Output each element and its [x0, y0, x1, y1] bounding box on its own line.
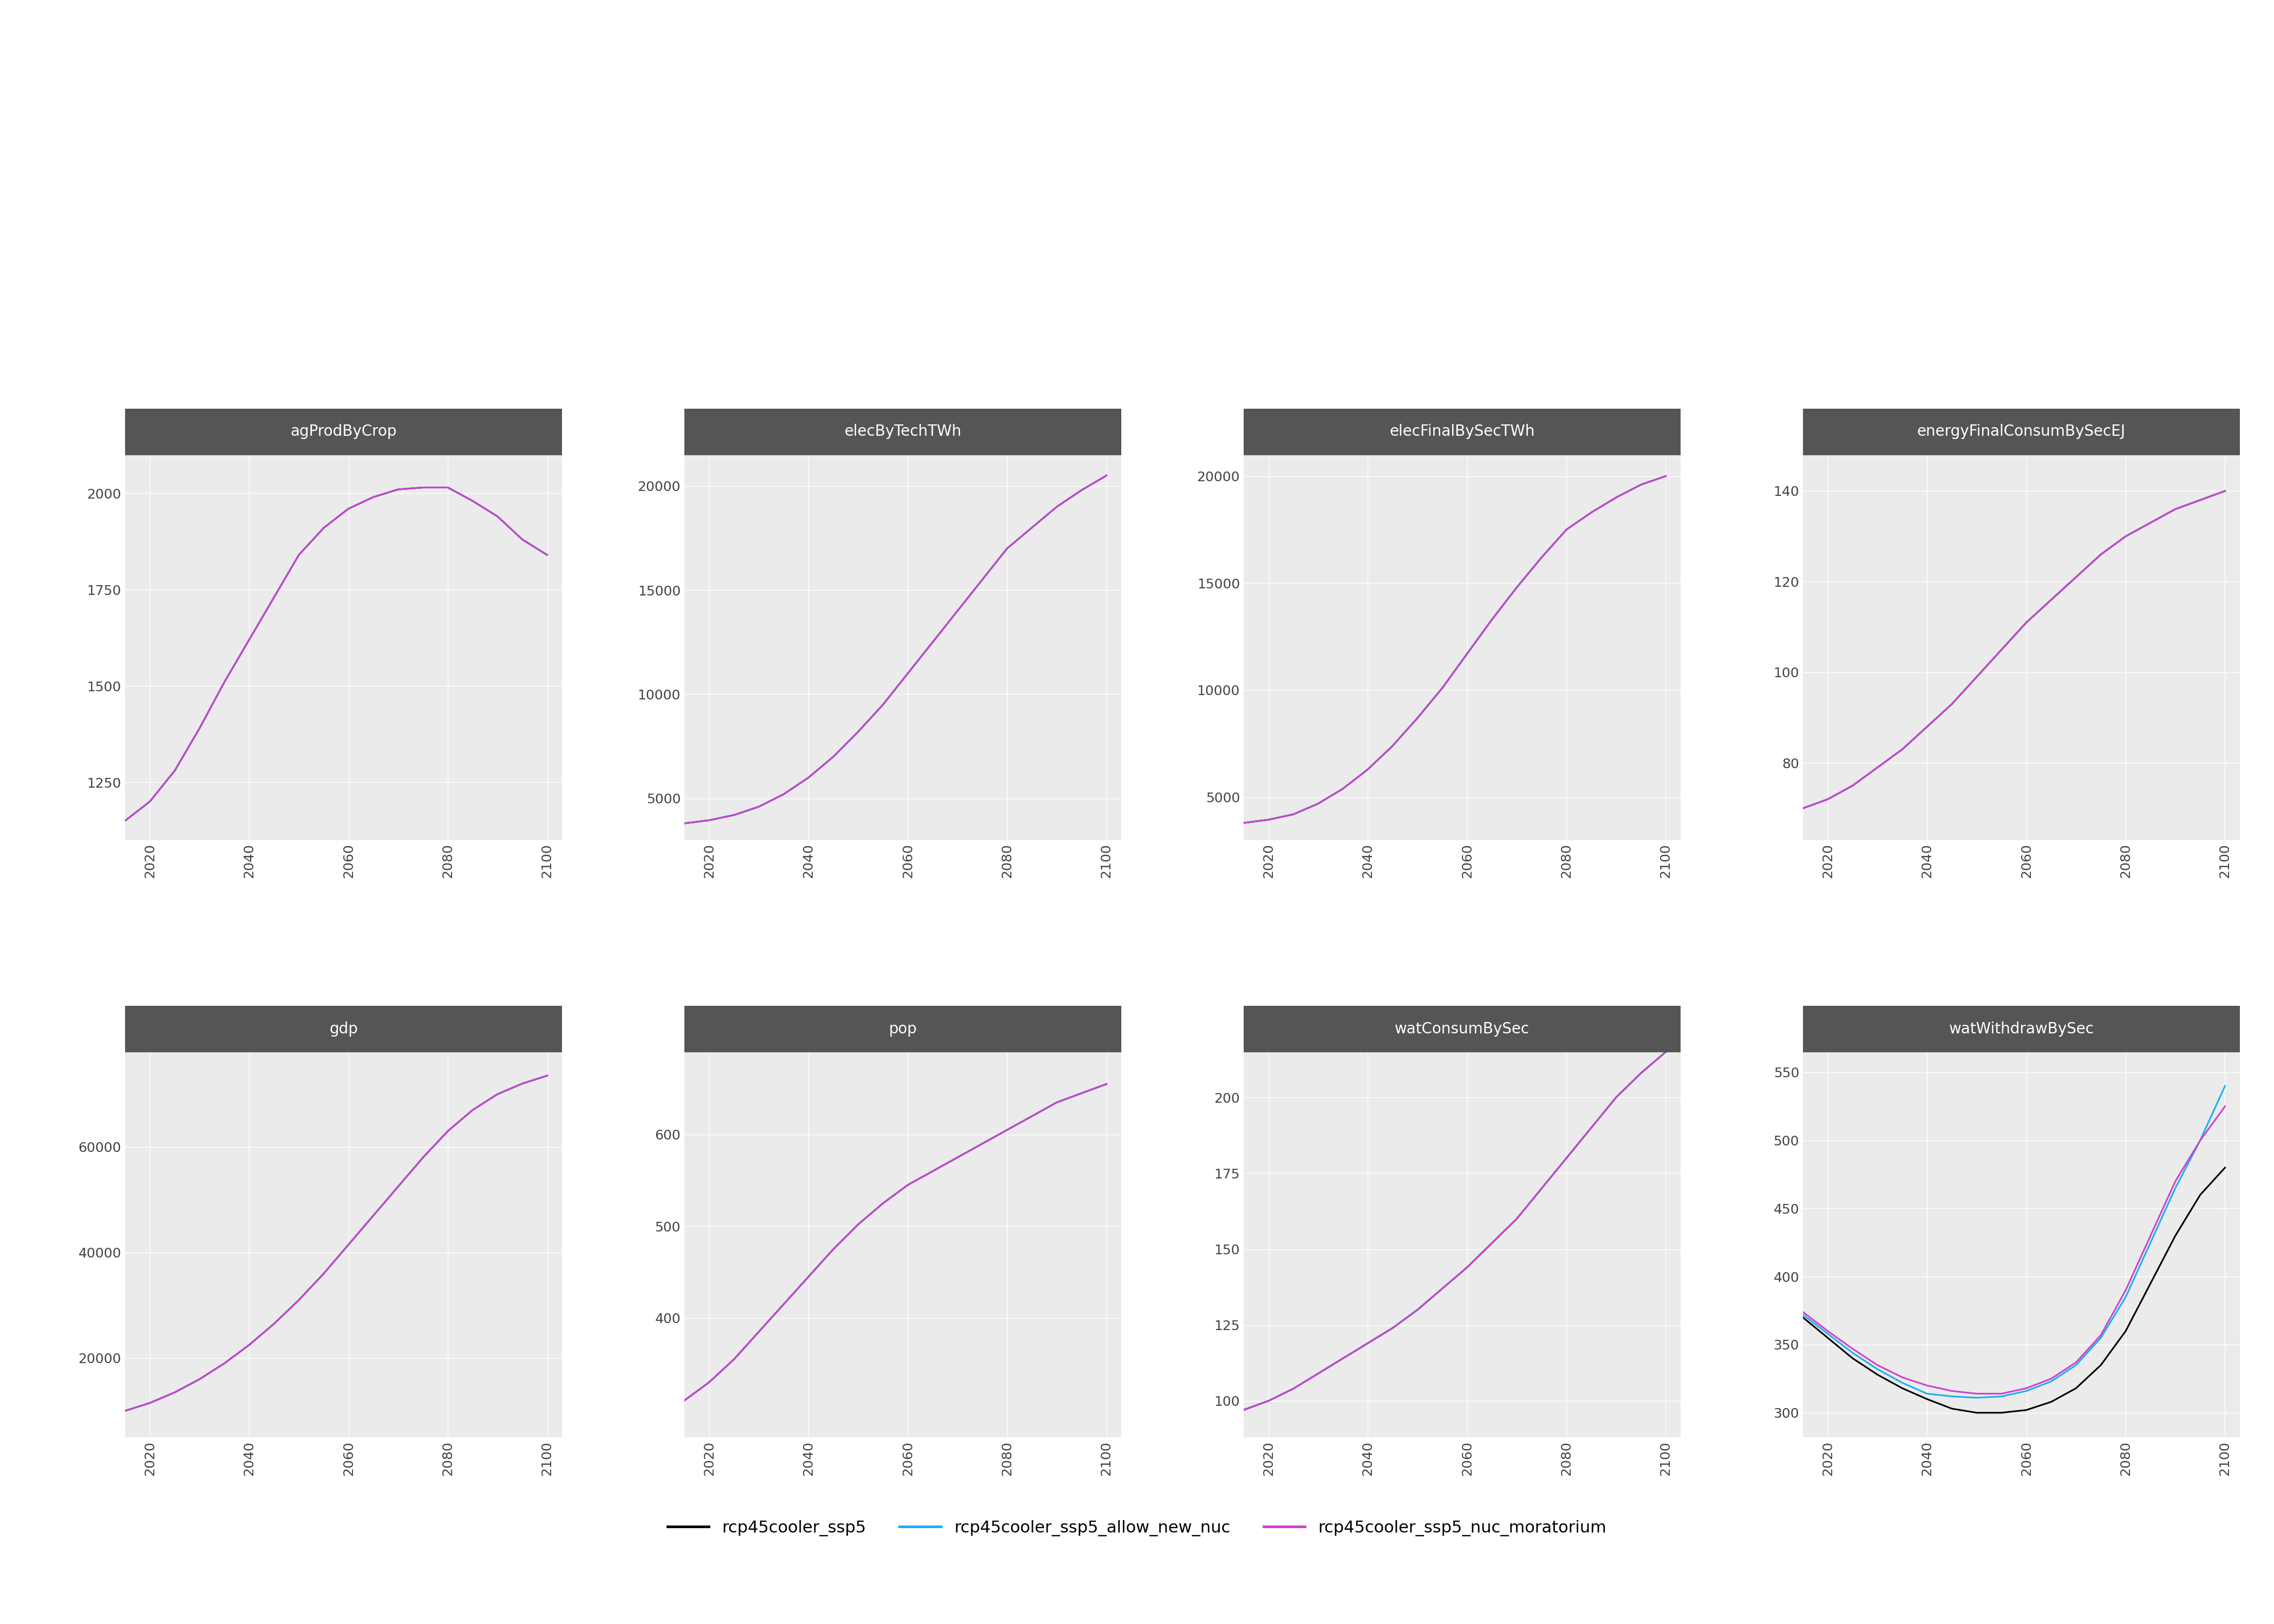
- Text: watWithdrawBySec: watWithdrawBySec: [1949, 1021, 2094, 1036]
- Bar: [684, 409, 1121, 455]
- Text: pop: pop: [889, 1021, 916, 1036]
- Text: pop: pop: [889, 1021, 916, 1036]
- Text: gdp: gdp: [330, 1021, 357, 1036]
- Bar: [1244, 409, 1680, 455]
- Bar: [1803, 1005, 2240, 1052]
- Bar: [125, 1005, 562, 1052]
- Text: elecByTechTWh: elecByTechTWh: [844, 424, 962, 438]
- Text: agProdByCrop: agProdByCrop: [291, 424, 396, 438]
- Bar: [1244, 1005, 1680, 1052]
- Legend: rcp45cooler_ssp5, rcp45cooler_ssp5_allow_new_nuc, rcp45cooler_ssp5_nuc_moratoriu: rcp45cooler_ssp5, rcp45cooler_ssp5_allow…: [662, 1514, 1612, 1543]
- Text: energyFinalConsumBySecEJ: energyFinalConsumBySecEJ: [1917, 424, 2126, 438]
- Text: watConsumBySec: watConsumBySec: [1394, 1021, 1530, 1036]
- Bar: [684, 1005, 1121, 1052]
- Text: agProdByCrop: agProdByCrop: [291, 424, 396, 438]
- Text: elecByTechTWh: elecByTechTWh: [844, 424, 962, 438]
- Text: watConsumBySec: watConsumBySec: [1394, 1021, 1530, 1036]
- Text: elecFinalBySecTWh: elecFinalBySecTWh: [1389, 424, 1535, 438]
- Text: elecFinalBySecTWh: elecFinalBySecTWh: [1389, 424, 1535, 438]
- Text: gdp: gdp: [330, 1021, 357, 1036]
- Text: energyFinalConsumBySecEJ: energyFinalConsumBySecEJ: [1917, 424, 2126, 438]
- Bar: [1803, 409, 2240, 455]
- Bar: [125, 409, 562, 455]
- Text: watWithdrawBySec: watWithdrawBySec: [1949, 1021, 2094, 1036]
